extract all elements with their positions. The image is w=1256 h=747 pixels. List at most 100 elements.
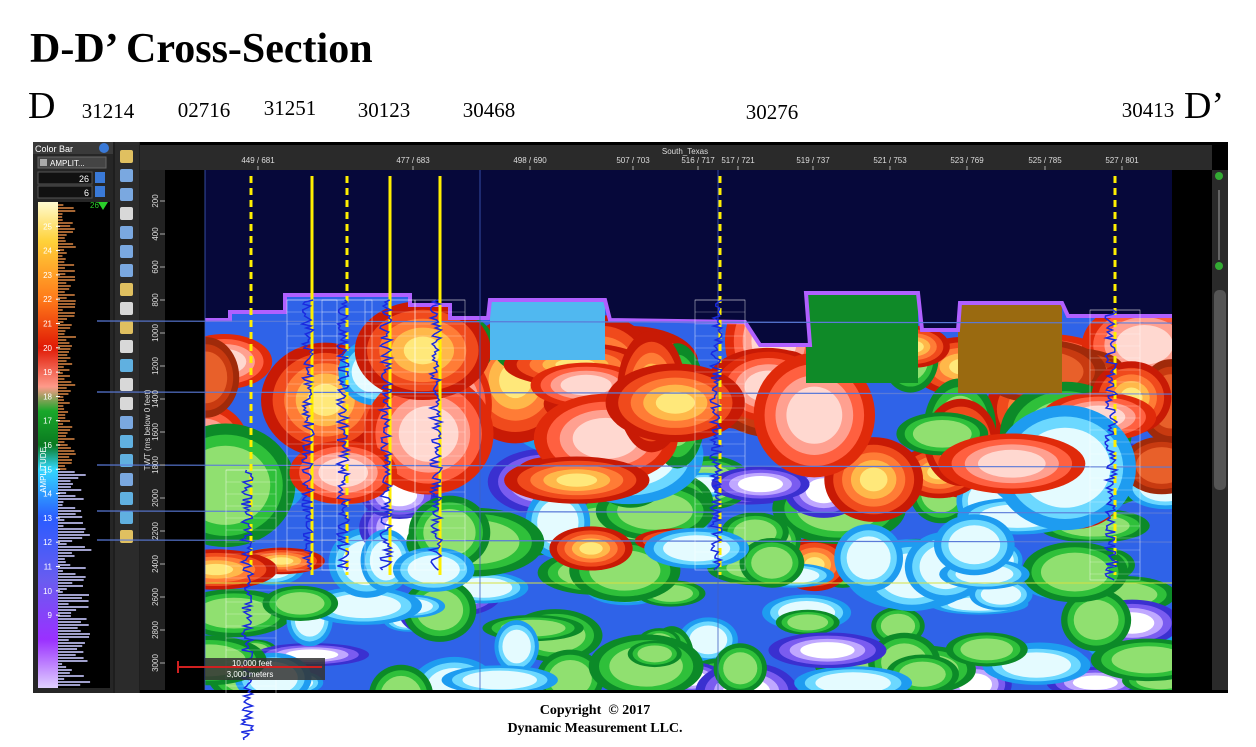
tool-button[interactable] [120, 150, 133, 163]
color-scale [38, 202, 58, 688]
histogram-bar [58, 207, 74, 209]
histogram-bar [58, 675, 84, 677]
max-marker[interactable] [98, 202, 108, 210]
tool-button[interactable] [120, 188, 133, 201]
histogram-bar [58, 588, 67, 590]
plateau [490, 300, 605, 360]
min-value: 6 [84, 188, 89, 198]
tool-button[interactable] [120, 245, 133, 258]
histogram-bar [58, 522, 83, 524]
histogram-bar [58, 321, 64, 323]
y-tick-label: 1200 [151, 357, 160, 375]
icon [40, 159, 47, 166]
histogram-bar [58, 648, 78, 650]
tool-button[interactable] [120, 340, 133, 353]
overburden [205, 170, 1172, 345]
seismic-blob [977, 449, 1046, 478]
min-input[interactable] [37, 185, 93, 199]
histogram-bar [58, 444, 68, 446]
zoom-out[interactable] [1215, 262, 1223, 270]
histogram-bar [58, 468, 67, 470]
seismic-blob [205, 597, 272, 629]
histogram-bar [58, 465, 65, 467]
histogram-bar [58, 213, 63, 215]
histogram-bar [58, 663, 63, 665]
zoom-in[interactable] [1215, 172, 1223, 180]
seismic-blob [1073, 599, 1119, 640]
histogram-bar [58, 210, 76, 212]
max-marker-label: 26 [90, 201, 99, 210]
log-curve [427, 299, 445, 571]
histogram-bar [58, 303, 76, 305]
section-end-label: D [28, 85, 55, 127]
seismic-blob [326, 593, 401, 619]
scroll-thumb[interactable] [1214, 290, 1226, 490]
y-tick-label: 2200 [151, 522, 160, 540]
tool-button[interactable] [120, 492, 133, 505]
histogram-bar [58, 384, 76, 386]
tool-button[interactable] [120, 283, 133, 296]
histogram-bar [58, 414, 66, 416]
tool-button[interactable] [120, 511, 133, 524]
tool-button[interactable] [120, 169, 133, 182]
tool-button[interactable] [120, 378, 133, 391]
tool-button[interactable] [120, 226, 133, 239]
histogram-bar [58, 300, 76, 302]
histogram-bar [58, 621, 81, 623]
color-tick-label: 17 [43, 417, 52, 426]
scale-label: 10,000 feet [232, 659, 273, 668]
histogram-bar [58, 549, 92, 551]
section-end-label: D’ [1184, 85, 1224, 127]
tool-button[interactable] [120, 207, 133, 220]
histogram-bar [58, 594, 89, 596]
tool-button[interactable] [120, 454, 133, 467]
tool-button[interactable] [120, 359, 133, 372]
tool-button[interactable] [120, 302, 133, 315]
histogram-bar [58, 642, 85, 644]
histogram-bar [58, 684, 81, 686]
well-label: 30123 [358, 98, 411, 122]
histogram-bar [58, 426, 73, 428]
spin-button[interactable] [95, 186, 105, 197]
seismic-blob [787, 614, 829, 631]
tool-button[interactable] [120, 321, 133, 334]
seismic-blob [381, 675, 421, 690]
trace-label: 519 / 737 [796, 156, 830, 165]
top-surface [205, 291, 1172, 347]
help-button[interactable] [99, 143, 109, 153]
color-tick-label: 25 [43, 222, 52, 231]
tool-button[interactable] [120, 473, 133, 486]
spin-button[interactable] [95, 172, 105, 183]
max-input[interactable] [37, 171, 93, 185]
seismic-blob [1040, 552, 1109, 592]
seismic-blob [205, 351, 228, 404]
trace-label: 523 / 769 [950, 156, 984, 165]
tool-button[interactable] [120, 435, 133, 448]
histogram-bar [58, 402, 70, 404]
tool-button[interactable] [120, 530, 133, 543]
seismic-blob [846, 536, 891, 580]
histogram-bar [58, 399, 64, 401]
histogram-bar [58, 285, 71, 287]
tool-button[interactable] [120, 264, 133, 277]
seismic-blob [786, 386, 843, 444]
histogram-bar [58, 441, 65, 443]
seismic-blob [880, 613, 916, 639]
seismic-blob [980, 584, 1022, 605]
histogram-bar [58, 654, 76, 656]
tool-button[interactable] [120, 397, 133, 410]
seismic-blob [560, 374, 612, 396]
seismic-blob [723, 652, 758, 685]
histogram-bar [58, 357, 71, 359]
seismic-blob [462, 670, 537, 690]
survey-name: South_Texas [662, 147, 708, 156]
histogram-bar [58, 276, 76, 278]
y-tick-label: 800 [151, 293, 160, 307]
attribute-dropdown[interactable] [37, 156, 107, 169]
histogram-bar [58, 252, 67, 254]
histogram-bar [58, 345, 72, 347]
seismic-blob [1115, 325, 1172, 365]
tool-button[interactable] [120, 416, 133, 429]
histogram-bar [58, 429, 71, 431]
color-tick-label: 21 [43, 320, 52, 329]
